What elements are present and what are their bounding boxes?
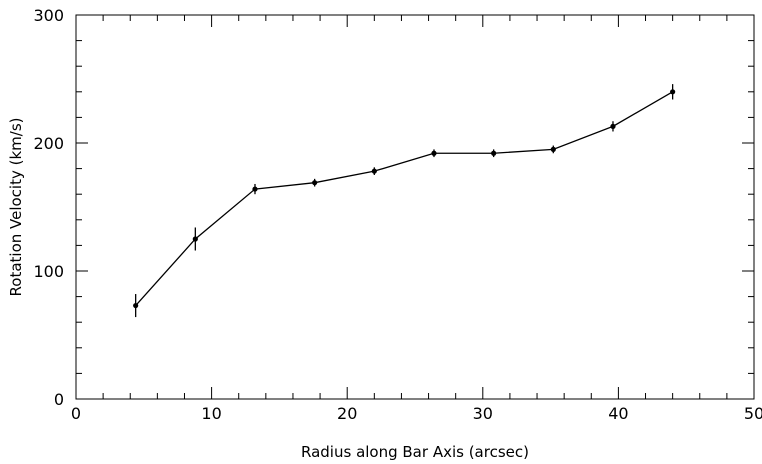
data-point (670, 89, 676, 95)
series-line (135, 91, 673, 306)
y-tick-label: 200 (33, 134, 64, 153)
x-axis-label: Radius along Bar Axis (arcsec) (301, 443, 529, 461)
plot-frame (75, 14, 755, 400)
x-tick-label: 10 (201, 404, 221, 423)
x-tick-label: 50 (744, 404, 762, 423)
data-point (312, 180, 318, 186)
data-point (252, 186, 258, 192)
y-tick-label: 100 (33, 262, 64, 281)
data-point (550, 146, 556, 152)
x-tick-label: 30 (473, 404, 493, 423)
y-tick-label: 0 (54, 390, 64, 409)
x-tick-label: 40 (608, 404, 628, 423)
data-point (431, 150, 437, 156)
data-point (491, 150, 497, 156)
x-tick-label: 20 (337, 404, 357, 423)
data-point (371, 168, 377, 174)
data-series (133, 84, 676, 318)
axis-ticks (75, 14, 755, 400)
data-point (192, 236, 198, 242)
data-point (610, 123, 616, 129)
tick-labels: 0 10 20 30 40 50 0 100 200 300 (33, 6, 762, 423)
x-tick-label: 0 (71, 404, 81, 423)
data-point (133, 302, 139, 309)
y-tick-label: 300 (33, 6, 64, 25)
y-axis-label: Rotation Velocity (km/s) (7, 118, 25, 297)
